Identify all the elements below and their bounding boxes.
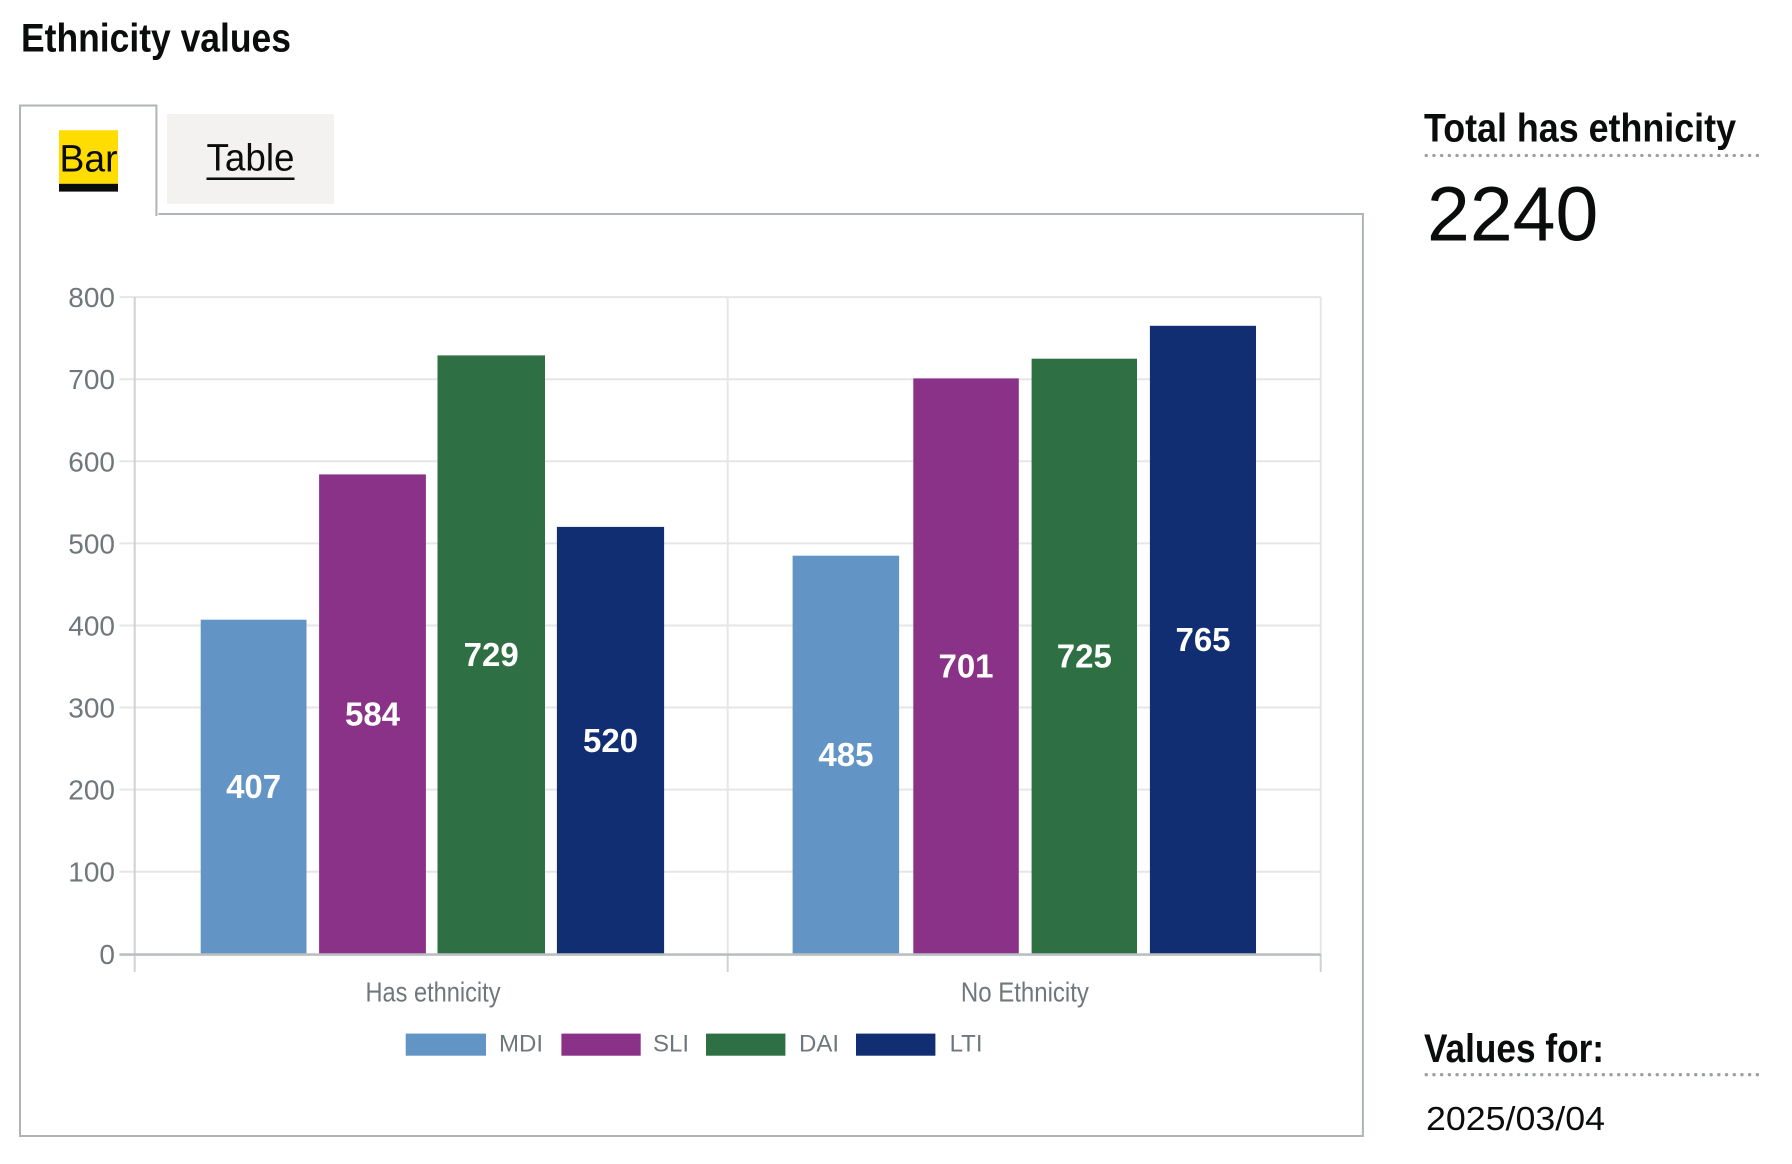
- svg-text:500: 500: [68, 528, 115, 559]
- svg-text:Total has ethnicity: Total has ethnicity: [1424, 107, 1737, 151]
- svg-text:Bar: Bar: [60, 139, 118, 181]
- svg-text:2025/03/04: 2025/03/04: [1426, 1100, 1605, 1137]
- svg-text:729: 729: [464, 636, 519, 673]
- svg-text:Ethnicity values: Ethnicity values: [21, 17, 291, 61]
- svg-text:100: 100: [68, 857, 115, 888]
- svg-text:2240: 2240: [1427, 172, 1598, 258]
- svg-text:Values for:: Values for:: [1424, 1027, 1604, 1071]
- svg-text:0: 0: [99, 939, 115, 970]
- svg-text:701: 701: [938, 648, 993, 685]
- svg-text:584: 584: [345, 696, 401, 733]
- svg-text:No Ethnicity: No Ethnicity: [961, 976, 1089, 1007]
- svg-text:300: 300: [68, 693, 115, 724]
- svg-text:485: 485: [818, 736, 873, 773]
- svg-text:600: 600: [68, 446, 115, 477]
- svg-text:765: 765: [1175, 621, 1230, 658]
- svg-text:Has ethnicity: Has ethnicity: [366, 976, 501, 1007]
- svg-text:400: 400: [68, 611, 115, 642]
- svg-text:407: 407: [226, 768, 281, 805]
- svg-text:LTI: LTI: [950, 1031, 983, 1058]
- svg-text:SLI: SLI: [653, 1031, 689, 1058]
- svg-text:Table: Table: [207, 137, 295, 179]
- svg-text:MDI: MDI: [499, 1031, 543, 1058]
- svg-text:700: 700: [68, 364, 115, 395]
- svg-text:DAI: DAI: [799, 1031, 839, 1058]
- svg-text:800: 800: [68, 282, 115, 313]
- svg-text:725: 725: [1057, 638, 1112, 675]
- svg-text:200: 200: [68, 775, 115, 806]
- svg-text:520: 520: [583, 722, 638, 759]
